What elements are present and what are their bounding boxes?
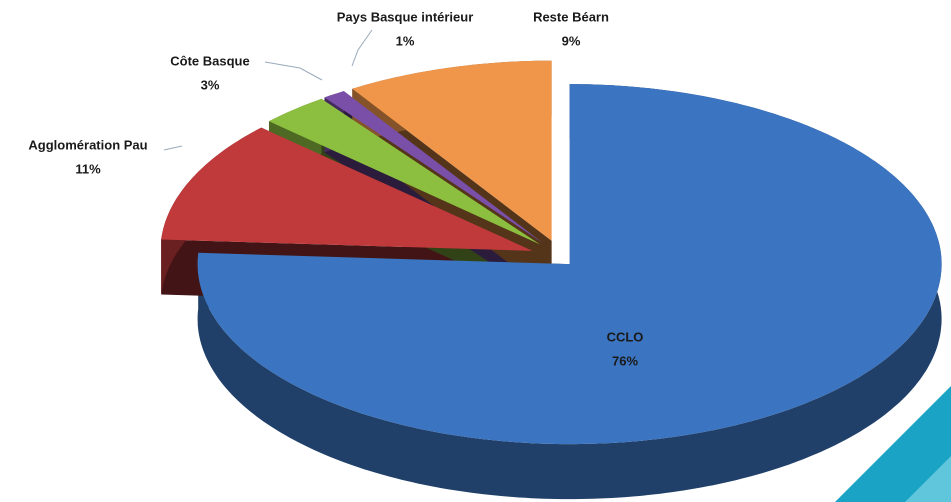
slice xyxy=(352,60,552,241)
leader-line xyxy=(264,61,323,81)
slice xyxy=(161,127,533,251)
slice-value-label: 11% xyxy=(75,161,101,176)
slice-label: CCLO xyxy=(607,329,644,344)
leader-line xyxy=(163,145,183,151)
pie xyxy=(161,60,942,500)
slice-value-label: 1% xyxy=(396,33,415,48)
leader-line xyxy=(351,29,373,67)
slice-tops xyxy=(161,60,942,445)
slice-label: Côte Basque xyxy=(170,53,249,68)
slice-value-label: 9% xyxy=(562,33,581,48)
slice-value-label: 3% xyxy=(201,77,220,92)
slice xyxy=(324,91,544,244)
slice xyxy=(269,98,541,245)
slice-value-label: 76% xyxy=(612,353,638,368)
corner-decoration xyxy=(835,386,951,502)
slice-label: Agglomération Pau xyxy=(28,137,147,152)
slice xyxy=(197,84,942,445)
slice-label: Pays Basque intérieur xyxy=(337,9,474,24)
corner-decoration xyxy=(905,456,951,502)
slice-label: Reste Béarn xyxy=(533,9,609,24)
